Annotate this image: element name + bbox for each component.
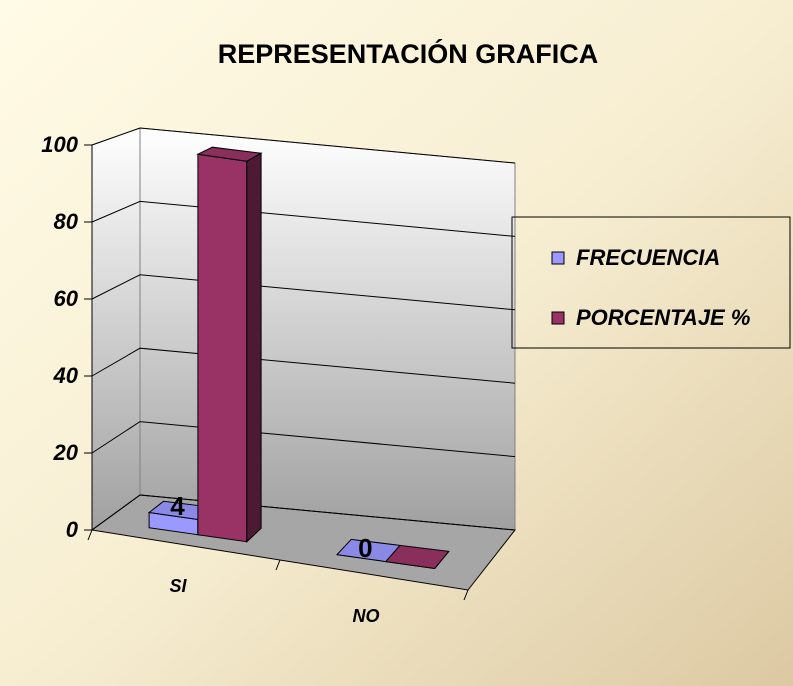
legend-swatch (551, 311, 565, 325)
y-tick-label: 60 (54, 286, 79, 311)
grid-line (91, 347, 516, 384)
y-tick-label: 40 (53, 363, 79, 388)
grid-line (91, 127, 516, 164)
back-wall (139, 127, 516, 531)
bar-top (196, 146, 263, 162)
chart-title: REPRESENTACIÓN GRAFICA (218, 38, 599, 69)
x-tick (87, 529, 93, 541)
x-tick (275, 559, 281, 571)
legend-label: FRECUENCIA (576, 245, 720, 270)
grid-line (91, 421, 516, 458)
legend-box (511, 216, 791, 349)
bar-front (197, 153, 248, 543)
bar (196, 146, 263, 543)
x-tick-label: SI (169, 576, 187, 596)
legend-swatch (551, 251, 565, 265)
bar-top (384, 544, 450, 570)
side-wall (91, 127, 141, 531)
y-tick-label: 0 (66, 517, 79, 542)
plot-area: 0 20 40 60 80 100 SI 4 NO 0 (41, 127, 516, 626)
x-tick (463, 589, 469, 601)
y-tick-label: 100 (41, 132, 78, 157)
x-tick-label: NO (353, 606, 380, 626)
bar-side (246, 152, 262, 543)
data-label: 0 (358, 533, 372, 563)
bar (384, 544, 450, 570)
y-tick-label: 80 (54, 209, 79, 234)
data-label: 4 (170, 491, 185, 521)
grid-line (91, 274, 516, 311)
legend-label: PORCENTAJE % (576, 305, 750, 330)
grid-line (91, 200, 516, 237)
y-tick-label: 20 (53, 440, 79, 465)
grid-line (91, 494, 516, 531)
